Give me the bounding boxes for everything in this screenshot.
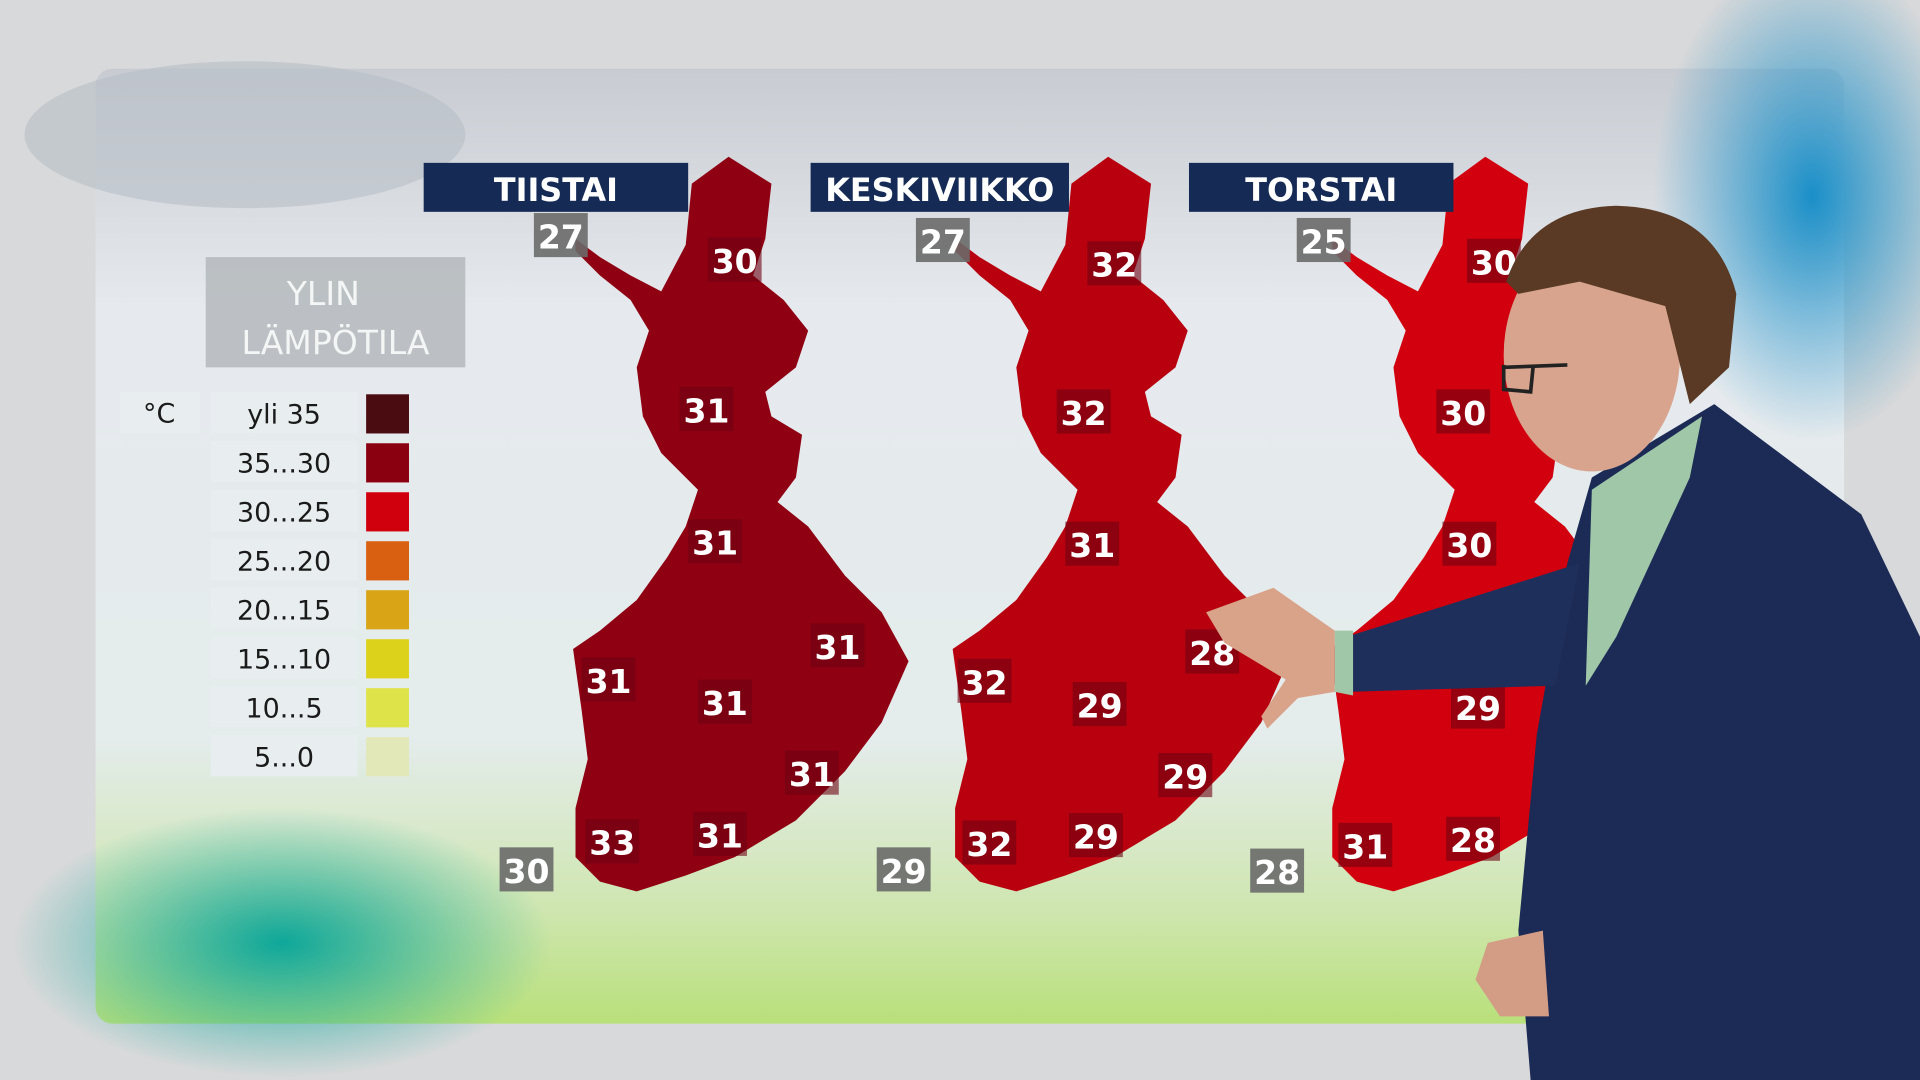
temperature-label-box: [1436, 389, 1491, 434]
temperature-label: 28: [1254, 853, 1300, 892]
day-title-box: [423, 162, 689, 212]
temperature-label: 27: [920, 222, 966, 261]
legend-range-label: 5...0: [254, 743, 314, 774]
temperature-label: 31: [586, 662, 632, 701]
day-title: KESKIVIIKKO: [825, 171, 1054, 209]
temperature-label: 32: [966, 825, 1012, 864]
temperature-label-box: [784, 750, 839, 795]
temperature-label: 29: [1162, 758, 1208, 797]
temperature-label: 32: [1091, 246, 1137, 285]
temperature-label: 31: [702, 684, 748, 723]
temperature-label: 33: [589, 824, 635, 863]
temperature-label-box: [1087, 241, 1142, 286]
temperature-label: 32: [1061, 394, 1107, 433]
legend-color-swatch: [366, 443, 409, 483]
temperature-label: 30: [712, 242, 758, 281]
temperature-label-box: [585, 819, 640, 864]
temperature-label: 28: [1450, 821, 1496, 860]
temperature-label-box: [581, 657, 636, 702]
forecast-map-tiistai: TIISTAI 27 30 31 31 31 31 31 31 33 31 30: [423, 156, 909, 892]
legend-range-label: 25...20: [237, 547, 331, 578]
temperature-label: 25: [1301, 222, 1347, 261]
legend-range-label: 20...15: [237, 596, 331, 627]
temperature-label-box: [810, 623, 865, 668]
temperature-label-box: [533, 213, 588, 258]
temperature-label-box: [1446, 816, 1500, 861]
legend-range-box: [210, 685, 358, 728]
temperature-label-box: [1158, 753, 1213, 798]
legend-range-label: yli 35: [247, 400, 321, 431]
legend-range-box: [210, 391, 358, 434]
legend-color-swatch: [366, 541, 409, 581]
temperature-label: 31: [789, 755, 835, 794]
legend-range-box: [210, 538, 358, 581]
temperature-label-box: [1072, 682, 1127, 727]
temperature-label-box: [697, 679, 752, 724]
temperature-label: 29: [881, 852, 927, 891]
temperature-label: 29: [1073, 818, 1119, 857]
legend-range-box: [210, 734, 358, 777]
legend-title-line2: LÄMPÖTILA: [242, 322, 430, 362]
temperature-label: 31: [815, 628, 861, 667]
legend-unit: °C: [143, 398, 175, 429]
temperature-label-box: [1065, 521, 1120, 566]
temperature-label-box: [1338, 822, 1393, 867]
day-title-box: [1188, 162, 1454, 212]
temperature-label: 31: [1069, 526, 1115, 565]
day-title-box: [810, 162, 1069, 212]
day-title: TORSTAI: [1245, 171, 1397, 209]
day-title: TIISTAI: [494, 171, 618, 209]
temperature-label-box: [1451, 684, 1505, 729]
temperature-label-box: [1442, 521, 1497, 566]
temperature-label: 31: [684, 391, 730, 430]
legend-range-box: [210, 440, 358, 483]
legend-color-swatch: [366, 492, 409, 532]
finland-map-shape: [952, 156, 1289, 892]
temperature-label-box: [679, 386, 734, 432]
temperature-label: 31: [697, 816, 743, 855]
legend-range-box: [210, 489, 358, 532]
legend-range-label: 30...25: [237, 498, 331, 529]
temperature-label-box: [1250, 848, 1305, 893]
legend-range-box: [210, 587, 358, 630]
temperature-label-box: [688, 519, 743, 564]
temperature-label-box: [915, 217, 970, 263]
legend-color-swatch: [366, 737, 409, 777]
legend-color-swatch: [366, 639, 409, 679]
temperature-label: 27: [538, 218, 584, 257]
temperature-label: 30: [1440, 394, 1486, 433]
temperature-label: 29: [1077, 687, 1123, 726]
temperature-label: 32: [961, 663, 1007, 702]
legend-unit-box: [120, 391, 200, 434]
temperature-label-box: [962, 820, 1017, 865]
legend-title-box: [205, 257, 466, 368]
temperature-label-box: [707, 237, 762, 282]
temperature-label-box: [1068, 813, 1123, 858]
legend-color-swatch: [366, 688, 409, 728]
temperature-label-box: [693, 811, 747, 856]
temperature-label-box: [876, 847, 931, 892]
legend-color-swatch: [366, 590, 409, 630]
temperature-label: 31: [1342, 827, 1388, 866]
legend-range-label: 35...30: [237, 449, 331, 480]
temperature-label: 31: [692, 524, 738, 563]
temperature-label: 30: [1446, 526, 1492, 565]
temperature-label-box: [1056, 389, 1111, 434]
temperature-label-box: [499, 847, 554, 892]
legend-range-label: 15...10: [237, 645, 331, 676]
temperature-label-box: [957, 658, 1012, 703]
legend-range-label: 10...5: [246, 694, 323, 725]
legend-range-box: [210, 636, 358, 679]
temperature-label: 30: [504, 852, 550, 891]
temperature-label-box: [1296, 217, 1351, 263]
temperature-label: 29: [1455, 689, 1501, 728]
legend-color-swatch: [366, 394, 409, 434]
legend-title-line1: YLIN: [286, 274, 360, 313]
legend: YLIN LÄMPÖTILA °C yli 35 35...30 30...25 25…: [120, 257, 466, 777]
presenter: [1206, 205, 1920, 1080]
